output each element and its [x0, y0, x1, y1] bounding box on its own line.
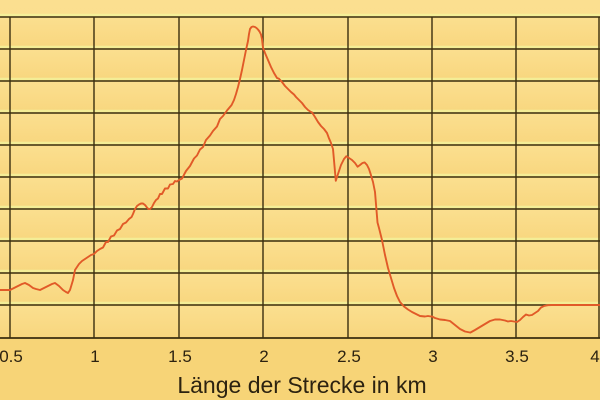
- svg-text:1: 1: [90, 347, 99, 366]
- svg-text:2: 2: [259, 347, 268, 366]
- svg-text:3.5: 3.5: [505, 347, 529, 366]
- svg-text:2.5: 2.5: [337, 347, 361, 366]
- svg-text:1.5: 1.5: [168, 347, 192, 366]
- svg-text:4: 4: [590, 347, 599, 366]
- svg-text:0.5: 0.5: [0, 347, 23, 366]
- svg-text:Länge der Strecke in km: Länge der Strecke in km: [177, 372, 426, 398]
- svg-text:3: 3: [428, 347, 437, 366]
